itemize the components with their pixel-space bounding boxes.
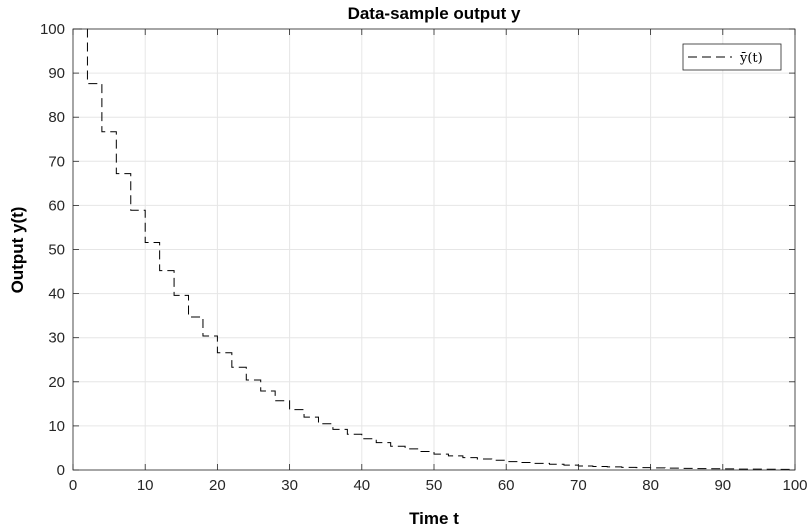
- y-tick-label: 100: [40, 21, 65, 38]
- y-tick-label: 0: [57, 462, 65, 479]
- y-tick-label: 80: [48, 109, 65, 126]
- x-tick-label: 30: [281, 477, 298, 494]
- y-tick-label: 70: [48, 153, 65, 170]
- x-tick-label: 100: [782, 477, 807, 494]
- y-tick-label: 30: [48, 330, 65, 347]
- legend: ȳ(t): [682, 43, 782, 71]
- y-tick-label: 40: [48, 286, 65, 303]
- y-tick-label: 60: [48, 197, 65, 214]
- x-tick-label: 90: [714, 477, 731, 494]
- x-tick-label: 70: [570, 477, 587, 494]
- x-axis-ticks: 0 10 20 30 40 50 60 70 80 90 100: [69, 29, 808, 494]
- grid-lines: [72, 28, 796, 471]
- series-layer: [73, 28, 796, 470]
- x-axis-title: Time t: [409, 509, 459, 528]
- y-tick-label: 90: [48, 65, 65, 82]
- legend-entry-label: ȳ(t): [739, 51, 763, 66]
- x-tick-label: 60: [498, 477, 515, 494]
- chart-title: Data-sample output y: [348, 4, 521, 23]
- y-axis-title: Output y(t): [8, 207, 27, 294]
- series-line: [73, 28, 796, 470]
- x-tick-label: 50: [426, 477, 443, 494]
- x-tick-label: 10: [137, 477, 154, 494]
- x-tick-label: 20: [209, 477, 226, 494]
- y-tick-label: 50: [48, 242, 65, 259]
- x-tick-label: 80: [642, 477, 659, 494]
- x-tick-label: 0: [69, 477, 77, 494]
- x-tick-label: 40: [353, 477, 370, 494]
- y-tick-label: 20: [48, 374, 65, 391]
- y-axis-ticks: 0 10 20 30 40 50 60 70 80 90 100: [40, 21, 795, 479]
- y-tick-label: 10: [48, 418, 65, 435]
